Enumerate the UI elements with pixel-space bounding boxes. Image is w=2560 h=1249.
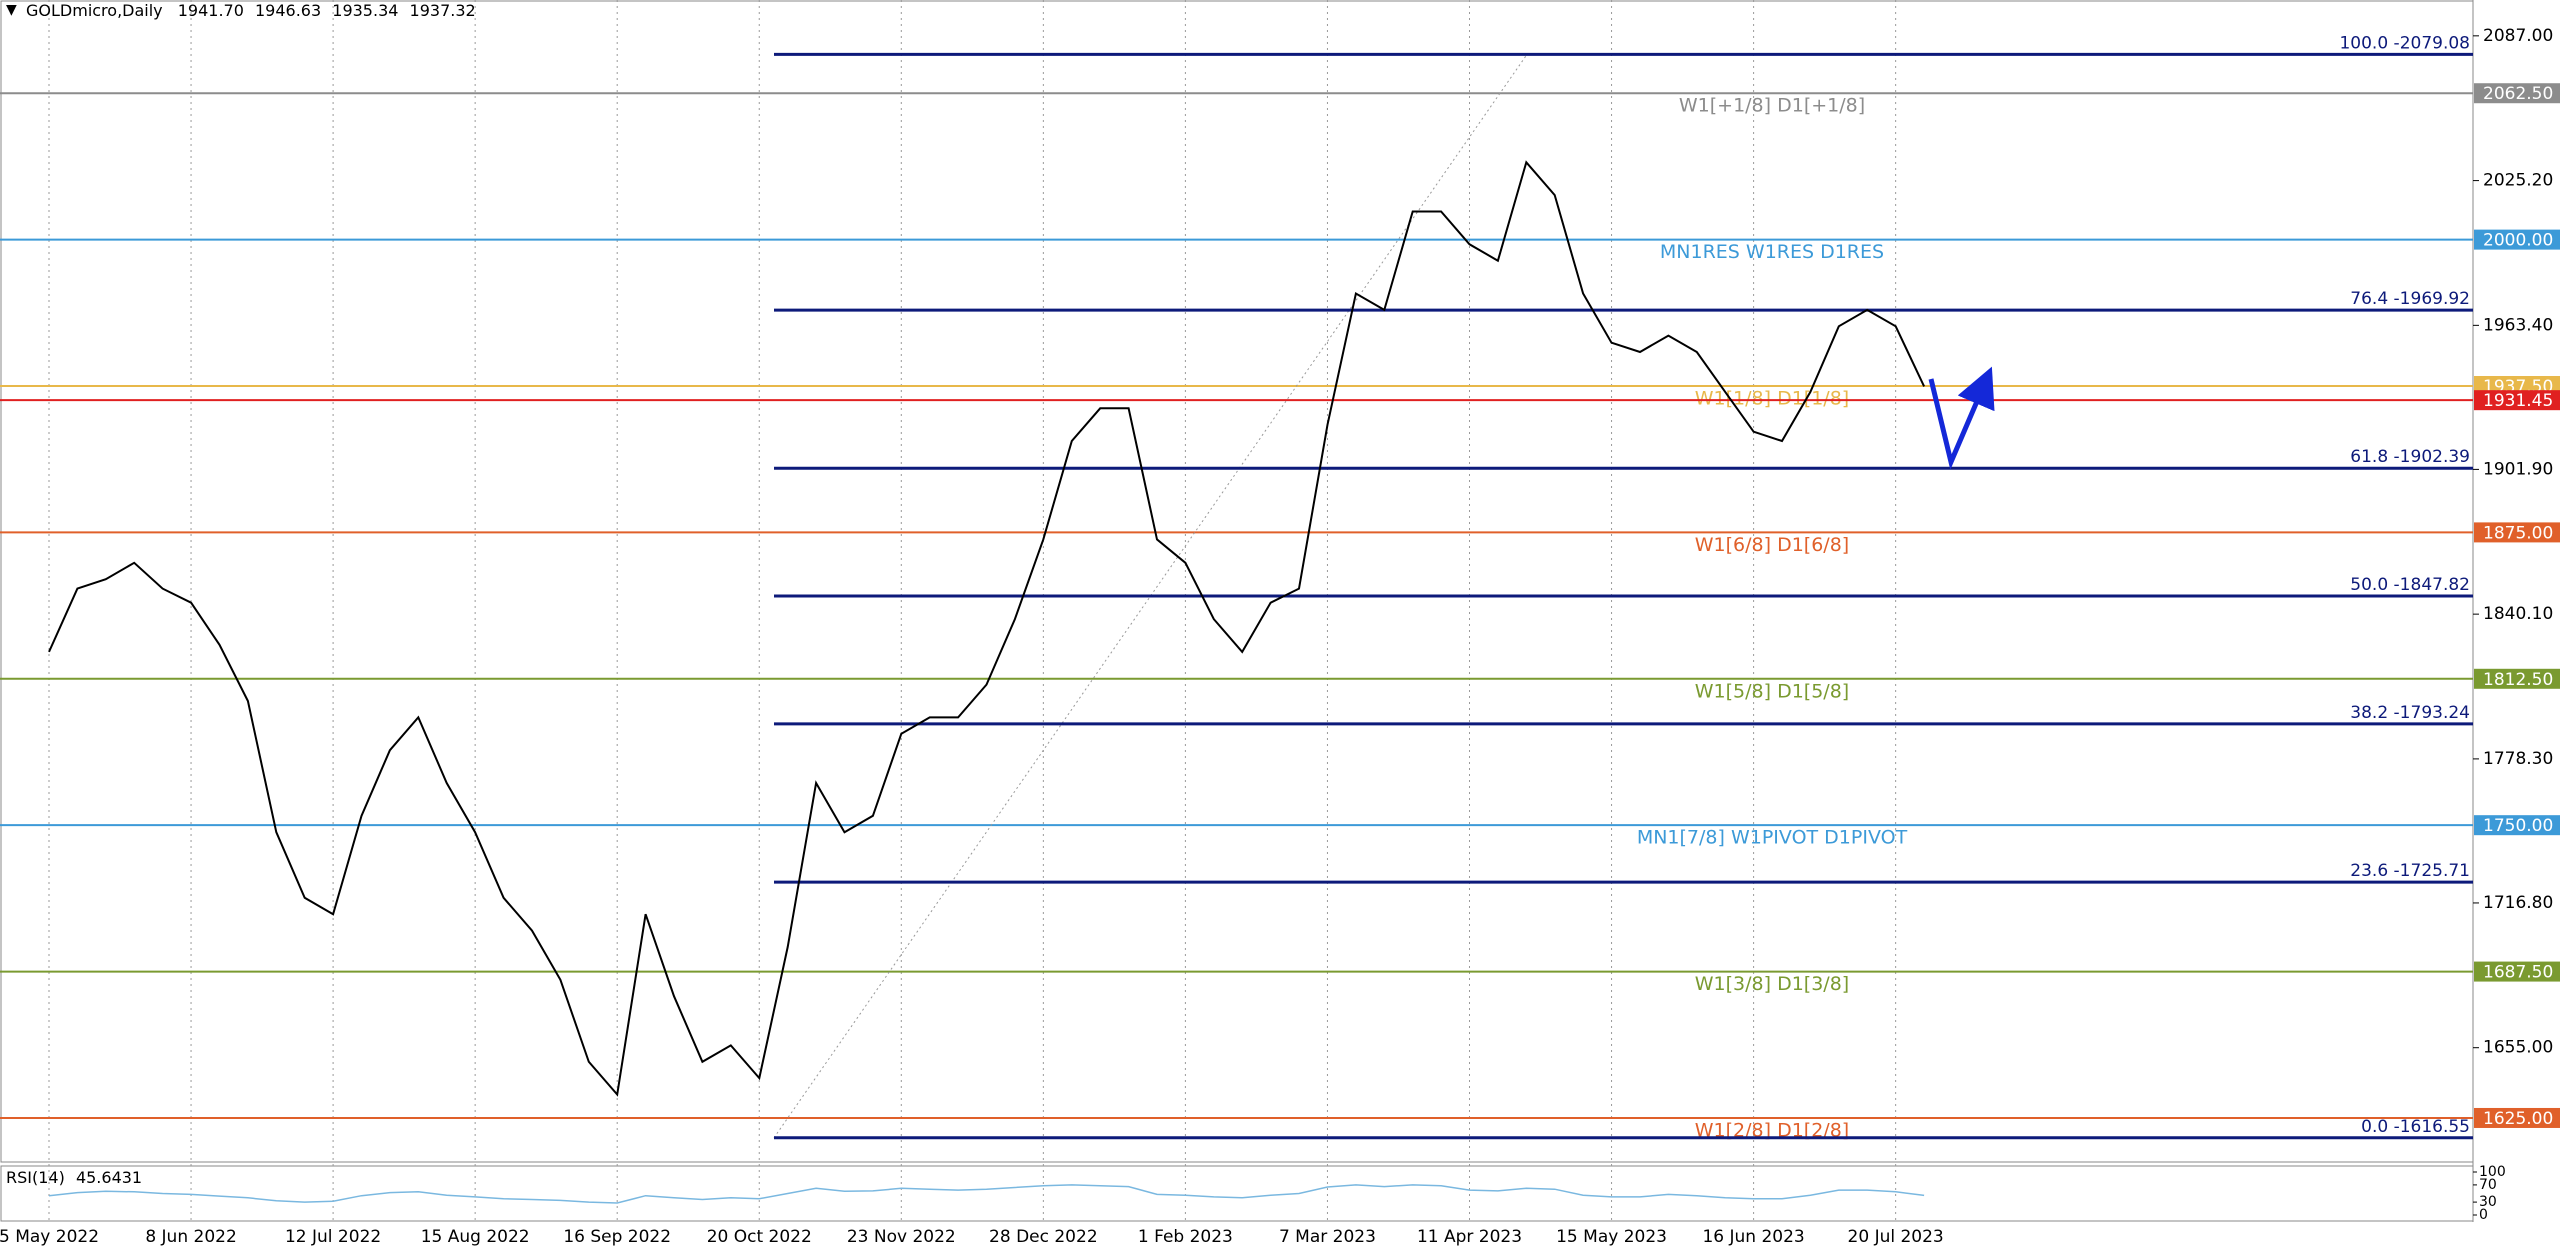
rsi-current: 45.6431 bbox=[76, 1168, 142, 1187]
level-text: MN1[7/8] W1PIVOT D1PIVOT bbox=[1637, 827, 1908, 849]
fib-label: 100.0 -2079.08 bbox=[2339, 33, 2470, 53]
level-price-box bbox=[2474, 390, 2560, 411]
level-price-label: 1875.00 bbox=[2483, 523, 2553, 543]
rsi-frame bbox=[0, 1165, 2474, 1222]
y-tick-label: 2025.20 bbox=[2483, 171, 2553, 191]
rsi-header: RSI(14) 45.6431 bbox=[6, 1168, 142, 1187]
fib-label: 0.0 -1616.55 bbox=[2361, 1117, 2470, 1137]
level-price-box bbox=[2474, 83, 2560, 104]
level-price-label: 2000.00 bbox=[2483, 231, 2553, 251]
price-line bbox=[48, 160, 1926, 1097]
grid bbox=[48, 0, 1897, 1222]
level-price-label: 1812.50 bbox=[2483, 670, 2553, 690]
rsi-tick-label: 30 bbox=[2479, 1194, 2497, 1210]
rsi-line bbox=[48, 1184, 1925, 1204]
fib-label: 76.4 -1969.92 bbox=[2350, 289, 2470, 309]
level-price-label: 1750.00 bbox=[2483, 816, 2553, 836]
y-tick-label: 1901.90 bbox=[2483, 459, 2553, 479]
high: 1946.63 bbox=[255, 1, 321, 20]
rsi-tick-label: 0 bbox=[2479, 1207, 2488, 1223]
level-text: W1[+1/8] D1[+1/8] bbox=[1679, 95, 1865, 117]
fib-label: 61.8 -1902.39 bbox=[2350, 447, 2470, 467]
x-tick-label: 15 May 2023 bbox=[1556, 1227, 1667, 1247]
level-price-label: 1625.00 bbox=[2483, 1109, 2553, 1129]
x-tick-label: 20 Jul 2023 bbox=[1848, 1227, 1944, 1247]
x-tick-label: 1 Feb 2023 bbox=[1138, 1227, 1233, 1247]
low: 1935.34 bbox=[332, 1, 398, 20]
x-tick-label: 15 Aug 2022 bbox=[421, 1227, 530, 1247]
y-tick-label: 2087.00 bbox=[2483, 26, 2553, 46]
level-price-label: 1931.45 bbox=[2483, 391, 2553, 411]
level-price-box bbox=[2474, 961, 2560, 982]
open: 1941.70 bbox=[178, 1, 244, 20]
x-tick-label: 7 Mar 2023 bbox=[1279, 1227, 1376, 1247]
level-text: W1[6/8] D1[6/8] bbox=[1695, 534, 1849, 556]
x-tick-label: 12 Jul 2022 bbox=[285, 1227, 381, 1247]
level-text: W1[1/8] D1[1/8] bbox=[1695, 388, 1849, 410]
level-price-box bbox=[2474, 1107, 2560, 1128]
rsi-title: RSI(14) bbox=[6, 1168, 65, 1187]
level-price-box bbox=[2474, 522, 2560, 543]
level-price-box bbox=[2474, 815, 2560, 836]
y-tick-label: 1716.80 bbox=[2483, 893, 2553, 913]
x-tick-label: 8 Jun 2022 bbox=[145, 1227, 236, 1247]
chart-title: GOLDmicro,Daily bbox=[26, 1, 163, 20]
x-tick-label: 16 Sep 2022 bbox=[563, 1227, 671, 1247]
level-price-label: 1687.50 bbox=[2483, 963, 2553, 983]
y-tick-label: 1963.40 bbox=[2483, 315, 2553, 335]
rsi-tick-label: 100 bbox=[2479, 1164, 2506, 1180]
x-tick-label: 11 Apr 2023 bbox=[1417, 1227, 1522, 1247]
x-tick-label: 23 Nov 2022 bbox=[847, 1227, 956, 1247]
level-text: MN1RES W1RES D1RES bbox=[1660, 241, 1884, 263]
menu-triangle: ▼ bbox=[6, 2, 17, 18]
y-tick-label: 1778.30 bbox=[2483, 749, 2553, 769]
x-tick-label: 16 Jun 2023 bbox=[1702, 1227, 1804, 1247]
level-price-label: 2062.50 bbox=[2483, 84, 2553, 104]
plot-frame bbox=[0, 0, 2474, 1163]
level-text: W1[2/8] D1[2/8] bbox=[1695, 1119, 1849, 1141]
chart-header: GOLDmicro,Daily 1941.70 1946.63 1935.34 … bbox=[26, 1, 476, 20]
x-tick-label: 20 Oct 2022 bbox=[707, 1227, 812, 1247]
x-tick-label: 28 Dec 2022 bbox=[989, 1227, 1098, 1247]
fib-label: 38.2 -1793.24 bbox=[2350, 703, 2470, 723]
y-tick-label: 1655.00 bbox=[2483, 1038, 2553, 1058]
y-tick-label: 1840.10 bbox=[2483, 604, 2553, 624]
x-tick-label: 5 May 2022 bbox=[0, 1227, 99, 1247]
level-price-box bbox=[2474, 229, 2560, 250]
forecast-arrow bbox=[1928, 366, 1995, 470]
level-text: W1[3/8] D1[3/8] bbox=[1695, 973, 1849, 995]
fib-label: 23.6 -1725.71 bbox=[2350, 861, 2470, 881]
rsi-tick-label: 70 bbox=[2479, 1177, 2497, 1193]
fib-label: 50.0 -1847.82 bbox=[2350, 575, 2470, 595]
level-text: W1[5/8] D1[5/8] bbox=[1695, 680, 1849, 702]
level-price-box bbox=[2474, 668, 2560, 689]
close: 1937.32 bbox=[410, 1, 476, 20]
